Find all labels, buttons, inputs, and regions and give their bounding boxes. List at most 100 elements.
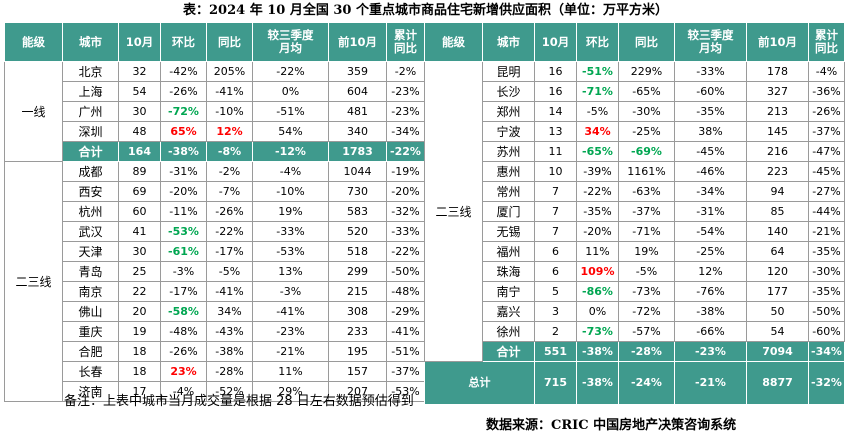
yoy-cell: -10%: [206, 101, 253, 122]
yoy-cell: -71%: [618, 221, 675, 242]
city-cell: 青岛: [62, 261, 119, 282]
oct-cell: 54: [118, 81, 161, 102]
ytd-cell: 177: [746, 281, 809, 302]
ytd-cell: 64: [746, 241, 809, 262]
oct-cell: 32: [118, 61, 161, 82]
yoy-cell: -63%: [618, 181, 675, 202]
mom-cell: 34%: [576, 121, 619, 142]
vs-q3-cell: -25%: [674, 241, 747, 262]
ytd-yoy-cell: -44%: [808, 201, 845, 222]
yoy-cell: -28%: [618, 341, 675, 362]
yoy-cell: 12%: [206, 121, 253, 142]
grand-mom-cell: -38%: [576, 361, 619, 405]
header-3: 环比: [160, 22, 207, 62]
yoy-cell: -72%: [618, 301, 675, 322]
mom-cell: -26%: [160, 341, 207, 362]
vs-q3-cell: 29%: [252, 381, 329, 402]
ytd-yoy-cell: -50%: [386, 261, 425, 282]
oct-cell: 6: [534, 261, 577, 282]
vs-q3-cell: -35%: [674, 101, 747, 122]
oct-cell: 16: [534, 81, 577, 102]
table-row: 珠海 6 109% -5% 12% 120 -30%: [425, 261, 845, 282]
table-row: 杭州 60 -11% -26% 19% 583 -32%: [5, 201, 425, 222]
vs-q3-cell: -53%: [252, 241, 329, 262]
vs-q3-cell: -33%: [674, 61, 747, 82]
mom-cell: -4%: [160, 381, 207, 402]
vs-q3-cell: 19%: [252, 201, 329, 222]
table-row: 青岛 25 -3% -5% 13% 299 -50%: [5, 261, 425, 282]
oct-cell: 16: [534, 61, 577, 82]
yoy-cell: -22%: [206, 221, 253, 242]
table-row: 一线 北京 32 -42% 205% -22% 359 -2%: [4, 61, 425, 162]
header-4: 同比: [618, 22, 675, 62]
yoy-cell: -8%: [206, 141, 253, 162]
oct-cell: 25: [118, 261, 161, 282]
grand-yoy-cell: -24%: [618, 361, 675, 405]
table-row: 福州 6 11% 19% -25% 64 -35%: [425, 241, 845, 262]
yoy-cell: -41%: [206, 281, 253, 302]
mom-cell: -39%: [576, 161, 619, 182]
mom-cell: -72%: [160, 101, 207, 122]
ytd-cell: 359: [328, 61, 387, 82]
ytd-cell: 213: [746, 101, 809, 122]
oct-cell: 18: [118, 341, 161, 362]
city-cell: 合肥: [62, 341, 119, 362]
tier-cell: 二三线: [424, 61, 483, 362]
city-cell: 珠海: [482, 261, 535, 282]
oct-cell: 5: [534, 281, 577, 302]
table-row: 二三线 昆明 16 -51% 229% -33% 178 -4%: [424, 61, 845, 362]
grand-ytd-yoy-cell: -32%: [808, 361, 845, 405]
ytd-yoy-cell: -37%: [386, 361, 425, 382]
total-row: 合计 164 -38% -8% -12% 1783 -22%: [5, 141, 425, 162]
ytd-cell: 157: [328, 361, 387, 382]
grand-ytd-cell: 8877: [746, 361, 809, 405]
vs-q3-cell: -46%: [674, 161, 747, 182]
tier-cell: 二三线: [4, 161, 63, 402]
vs-q3-cell: -4%: [252, 161, 329, 182]
ytd-yoy-cell: -29%: [386, 301, 425, 322]
vs-q3-cell: -12%: [252, 141, 329, 162]
oct-cell: 7: [534, 221, 577, 242]
yoy-cell: -5%: [206, 261, 253, 282]
ytd-yoy-cell: -60%: [808, 321, 845, 342]
oct-cell: 164: [118, 141, 161, 162]
vs-q3-cell: -3%: [252, 281, 329, 302]
city-cell: 惠州: [482, 161, 535, 182]
ytd-cell: 94: [746, 181, 809, 202]
yoy-cell: 205%: [206, 61, 253, 82]
city-cell: 苏州: [482, 141, 535, 162]
mom-cell: -20%: [576, 221, 619, 242]
city-cell: 西安: [62, 181, 119, 202]
mom-cell: 23%: [160, 361, 207, 382]
mom-cell: 0%: [576, 301, 619, 322]
mom-cell: -58%: [160, 301, 207, 322]
vs-q3-cell: -38%: [674, 301, 747, 322]
vs-q3-cell: -31%: [674, 201, 747, 222]
city-cell: 长沙: [482, 81, 535, 102]
vs-q3-cell: 54%: [252, 121, 329, 142]
city-cell: 南京: [62, 281, 119, 302]
header-0: 能级: [424, 22, 483, 62]
ytd-cell: 518: [328, 241, 387, 262]
city-cell: 济南: [62, 381, 119, 402]
vs-q3-cell: -21%: [252, 341, 329, 362]
vs-q3-cell: -54%: [674, 221, 747, 242]
vs-q3-cell: 11%: [252, 361, 329, 382]
ytd-yoy-cell: -23%: [386, 101, 425, 122]
ytd-cell: 340: [328, 121, 387, 142]
ytd-yoy-cell: -32%: [386, 201, 425, 222]
ytd-yoy-cell: -27%: [808, 181, 845, 202]
mom-cell: -38%: [576, 341, 619, 362]
table-row: 南京 22 -17% -41% -3% 215 -48%: [5, 281, 425, 302]
city-cell: 合计: [482, 341, 535, 362]
yoy-cell: -25%: [618, 121, 675, 142]
table-title: 表：2024 年 10 月全国 30 个重点城市商品住宅新增供应面积（单位：万平…: [183, 3, 668, 18]
table-row: 天津 30 -61% -17% -53% 518 -22%: [5, 241, 425, 262]
city-cell: 合计: [62, 141, 119, 162]
oct-cell: 10: [534, 161, 577, 182]
ytd-cell: 583: [328, 201, 387, 222]
city-cell: 无锡: [482, 221, 535, 242]
oct-cell: 30: [118, 241, 161, 262]
oct-cell: 18: [118, 361, 161, 382]
grand-total-label: 总计: [424, 361, 535, 405]
